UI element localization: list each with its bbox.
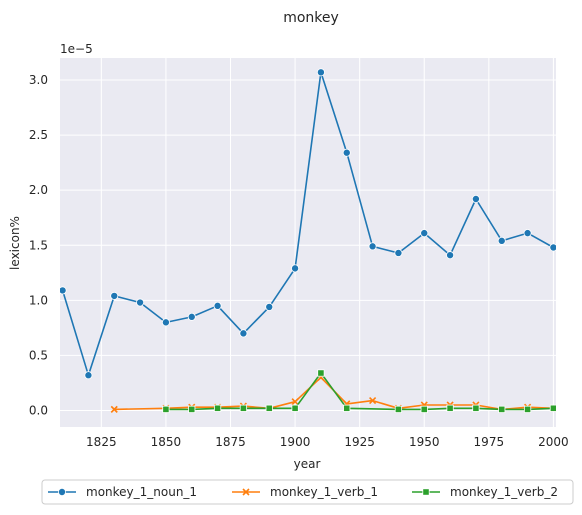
data-point <box>472 404 480 412</box>
x-tick-label: 1925 <box>344 435 375 449</box>
data-point <box>549 404 556 412</box>
data-point <box>497 236 506 245</box>
data-point <box>523 405 532 413</box>
data-point <box>498 405 506 413</box>
legend-label: monkey_1_verb_1 <box>270 485 378 499</box>
legend-item: monkey_1_verb_1 <box>232 485 378 499</box>
legend-box <box>41 479 574 505</box>
y-scale-label: 1e−5 <box>60 42 93 56</box>
legend-marker <box>422 488 430 496</box>
data-point <box>265 404 273 412</box>
data-point <box>161 318 170 327</box>
y-tick-label: 2.0 <box>29 183 48 197</box>
data-point <box>316 68 325 77</box>
data-point <box>420 405 428 413</box>
data-point <box>549 243 556 252</box>
x-tick-label: 1875 <box>215 435 246 449</box>
legend-marker <box>242 488 250 496</box>
data-point <box>291 264 300 273</box>
x-marker-stroke <box>291 398 299 406</box>
data-point <box>213 301 222 310</box>
data-point <box>394 248 403 257</box>
data-point <box>471 194 480 203</box>
data-point <box>187 312 196 321</box>
y-tick-label: 3.0 <box>29 73 48 87</box>
series-monkey_1_verb_2 <box>162 369 556 413</box>
y-tick-label: 1.0 <box>29 293 48 307</box>
x-marker-stroke <box>110 405 118 413</box>
data-point <box>291 398 299 406</box>
data-point <box>110 291 119 300</box>
y-tick-label: 0.5 <box>29 348 48 362</box>
data-point <box>60 286 67 295</box>
data-point <box>368 242 377 251</box>
legend-label: monkey_1_noun_1 <box>86 485 197 499</box>
data-point <box>136 298 145 307</box>
data-point <box>394 405 403 413</box>
data-point <box>188 405 196 413</box>
data-point <box>162 405 170 413</box>
series-monkey_1_noun_1 <box>60 68 556 380</box>
data-point <box>84 371 93 380</box>
plot-area <box>60 58 556 427</box>
data-point <box>420 229 429 238</box>
legend-marker <box>58 487 67 496</box>
chart-title: monkey <box>283 10 339 26</box>
x-axis-label: year <box>294 457 321 471</box>
x-tick-label: 2000 <box>538 435 569 449</box>
y-tick-label: 0.0 <box>29 403 48 417</box>
legend-item: monkey_1_noun_1 <box>48 485 197 499</box>
data-point <box>110 405 118 413</box>
legend-item: monkey_1_verb_2 <box>412 485 558 499</box>
data-point <box>369 396 377 405</box>
data-point <box>523 229 532 238</box>
data-point <box>343 404 351 412</box>
data-point <box>446 251 455 260</box>
data-point <box>239 404 248 412</box>
data-point <box>446 404 454 412</box>
data-point <box>213 404 222 412</box>
x-tick-label: 1975 <box>474 435 505 449</box>
y-tick-label: 1.5 <box>29 238 48 252</box>
x-tick-label: 1825 <box>86 435 117 449</box>
data-point <box>317 369 325 377</box>
data-point <box>291 404 299 412</box>
data-point <box>342 148 351 157</box>
data-point <box>239 329 248 338</box>
x-tick-label: 1900 <box>280 435 311 449</box>
y-tick-label: 2.5 <box>29 128 48 142</box>
series-line <box>61 71 554 377</box>
x-marker-stroke <box>369 396 377 405</box>
x-tick-label: 1950 <box>409 435 440 449</box>
x-tick-label: 1850 <box>151 435 182 449</box>
y-axis-label: lexicon% <box>8 216 22 270</box>
legend-label: monkey_1_verb_2 <box>450 485 558 499</box>
x-marker-stroke <box>242 488 250 496</box>
data-point <box>265 302 274 311</box>
